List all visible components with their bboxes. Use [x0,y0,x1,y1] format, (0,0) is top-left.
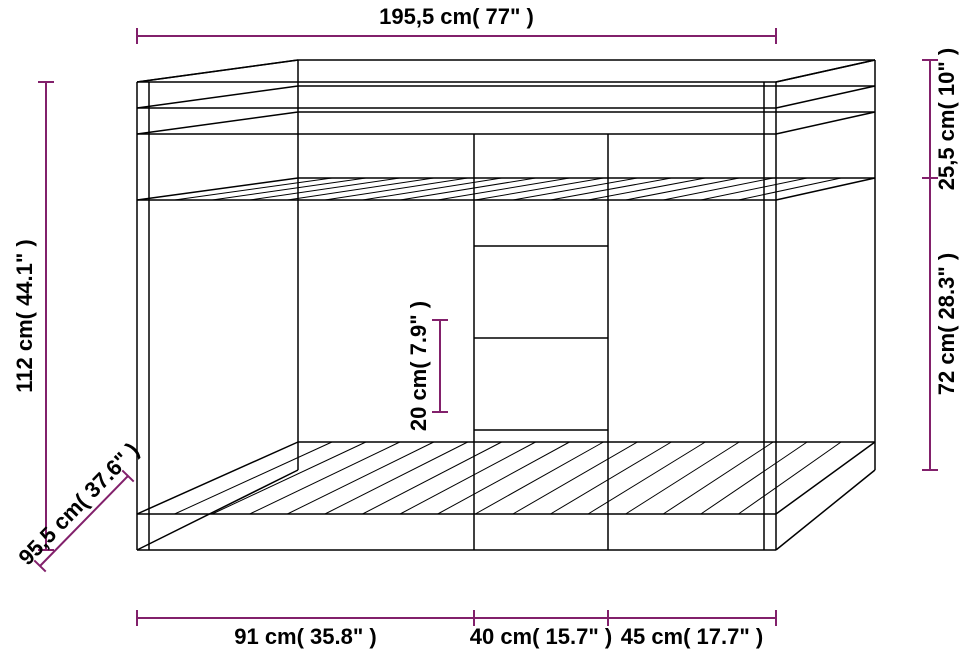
dim-seg-left-label: 91 cm( 35.8" ) [234,624,377,649]
dim-total-height-label: 112 cm( 44.1" ) [12,239,37,393]
dim-rail-height-label: 25,5 cm( 10" ) [934,48,959,191]
dim-depth-label: 95,5 cm( 37.6" ) [13,438,143,570]
dim-seg-mid-label: 40 cm( 15.7" ) [470,624,613,649]
bed-frame [137,60,875,550]
dim-seg-right-label: 45 cm( 17.7" ) [621,624,764,649]
dim-clearance-label: 72 cm( 28.3" ) [934,253,959,396]
dim-rung-gap-label: 20 cm( 7.9" ) [406,301,431,431]
dim-total-width-label: 195,5 cm( 77" ) [379,4,534,29]
